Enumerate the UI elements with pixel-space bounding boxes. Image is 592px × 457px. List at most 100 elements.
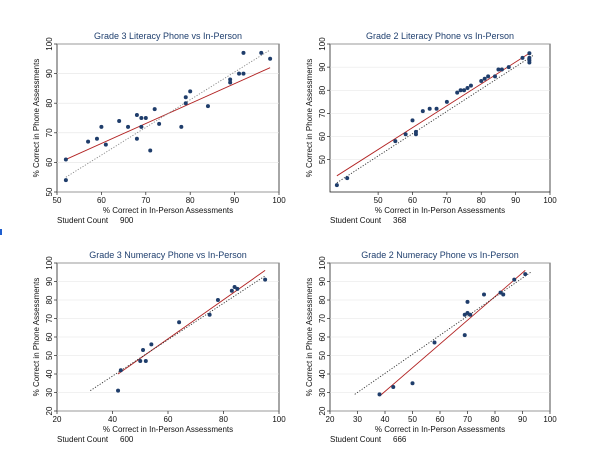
data-point	[183, 101, 188, 106]
y-tick-label: 100	[318, 256, 327, 270]
data-point	[523, 272, 528, 277]
data-point	[527, 51, 532, 56]
data-point	[506, 65, 511, 70]
chart-panel-1: Grade 3 Literacy Phone vs In-Person 50 60 7…	[32, 31, 286, 225]
x-tick-label: 100	[543, 415, 557, 424]
data-point	[94, 136, 99, 141]
x-tick-label: 90	[511, 196, 520, 205]
data-point	[207, 312, 212, 317]
x-tick-label: 70	[141, 196, 150, 205]
chart-title: Grade 3 Literacy Phone vs In-Person	[94, 31, 242, 41]
data-point	[458, 88, 463, 93]
y-tick-label: 60	[318, 332, 327, 341]
data-point	[205, 104, 210, 109]
y-tick-label: 100	[318, 37, 327, 51]
data-point	[229, 288, 234, 293]
data-point	[432, 340, 437, 345]
data-point	[268, 56, 273, 61]
x-tick-label: 20	[53, 415, 62, 424]
x-tick-label: 60	[408, 196, 417, 205]
data-point	[118, 368, 123, 373]
data-point	[179, 124, 184, 129]
data-point	[501, 292, 506, 297]
data-point	[116, 388, 121, 393]
edge-marker	[0, 229, 2, 235]
data-point	[139, 116, 144, 120]
data-point	[134, 113, 139, 118]
chart-panel-4: Grade 2 Numeracy Phone vs In-Person 20 30 4…	[305, 250, 557, 444]
y-tick-label: 50	[45, 351, 54, 360]
x-tick-label: 60	[97, 196, 106, 205]
data-point	[139, 124, 144, 129]
data-point	[468, 312, 473, 317]
data-point	[345, 176, 350, 181]
data-point	[377, 392, 382, 397]
x-tick-label: 60	[164, 415, 173, 424]
data-point	[468, 83, 473, 88]
data-point	[177, 320, 182, 325]
data-point	[241, 50, 246, 55]
data-point	[134, 136, 139, 141]
student-count-label: Student Count	[330, 216, 382, 225]
chart-title: Grade 2 Literacy Phone vs In-Person	[366, 31, 514, 41]
data-point	[237, 71, 242, 76]
data-point	[63, 178, 68, 183]
data-point	[241, 71, 246, 76]
x-tick-label: 50	[408, 415, 417, 424]
student-count-value: 600	[120, 435, 134, 444]
data-point	[527, 60, 532, 65]
fit-line	[379, 270, 526, 397]
data-point	[499, 67, 504, 72]
y-axis-label: % Correct in Phone Assessments	[32, 278, 41, 397]
data-point	[462, 88, 467, 93]
data-point	[479, 79, 484, 83]
x-tick-label: 50	[374, 196, 383, 205]
y-tick-label: 30	[45, 388, 54, 397]
data-point	[143, 359, 148, 364]
x-axis-label: % Correct in In-Person Assessments	[103, 425, 233, 434]
student-count-value: 666	[393, 435, 407, 444]
y-tick-label: 50	[318, 155, 327, 164]
x-tick-label: 100	[272, 415, 286, 424]
x-tick-label: 30	[353, 415, 362, 424]
y-tick-label: 60	[45, 157, 54, 166]
chart-panel-3: Grade 3 Numeracy Phone vs In-Person 20 30 4…	[32, 250, 286, 444]
y-tick-label: 90	[45, 69, 54, 78]
student-count-label: Student Count	[330, 435, 382, 444]
data-point	[117, 118, 122, 123]
data-point	[410, 118, 415, 123]
data-point	[520, 55, 525, 60]
reference-line	[354, 271, 532, 395]
data-point	[393, 139, 398, 144]
data-point	[143, 116, 148, 120]
data-point	[455, 90, 460, 95]
x-tick-label: 70	[442, 196, 451, 205]
fit-line	[65, 67, 271, 160]
x-axis-label: % Correct in In-Person Assessments	[375, 206, 505, 215]
chart-title: Grade 3 Numeracy Phone vs In-Person	[89, 250, 247, 260]
x-tick-label: 20	[326, 415, 335, 424]
y-tick-label: 80	[45, 295, 54, 304]
data-point	[512, 277, 517, 282]
data-point	[444, 99, 449, 104]
y-tick-label: 30	[318, 388, 327, 397]
plot-area	[56, 43, 280, 193]
data-point	[149, 342, 154, 347]
data-point	[391, 384, 396, 389]
student-count-label: Student Count	[57, 216, 109, 225]
chart-title: Grade 2 Numeracy Phone vs In-Person	[361, 250, 519, 260]
x-tick-label: 100	[543, 196, 557, 205]
data-point	[141, 347, 146, 352]
data-point	[183, 95, 188, 100]
x-tick-label: 50	[53, 196, 62, 205]
x-tick-label: 40	[108, 415, 117, 424]
data-point	[99, 124, 104, 129]
y-tick-label: 60	[45, 332, 54, 341]
reference-line	[90, 275, 266, 392]
x-tick-label: 80	[219, 415, 228, 424]
data-point	[420, 109, 425, 114]
data-point	[228, 77, 233, 82]
x-tick-label: 80	[491, 415, 500, 424]
reference-line	[336, 55, 534, 184]
y-tick-label: 20	[45, 406, 54, 415]
